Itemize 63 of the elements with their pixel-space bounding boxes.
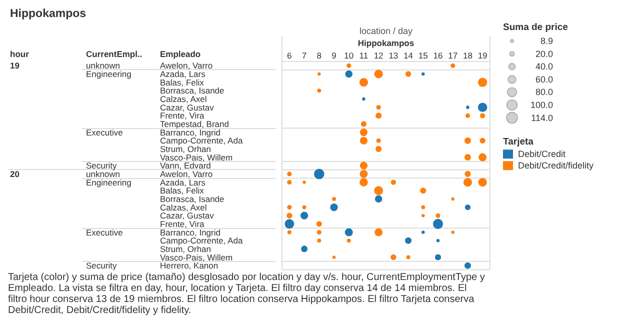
y-tick-label: Balas, Felix: [160, 186, 205, 196]
category-label: 19: [10, 60, 20, 71]
category-label: 20: [10, 168, 20, 179]
y-tick-label: Tempestad, Brand: [160, 118, 230, 129]
legend-label: 40.0: [535, 62, 553, 72]
x-tick-label: 19: [478, 50, 488, 60]
x-tick-label: 14: [404, 50, 414, 60]
legend-label: 8.9: [540, 36, 553, 46]
legend-title: Tarjeta: [503, 136, 534, 148]
legend-label: 80.0: [535, 87, 553, 98]
y-tick-label: Borrasca, Isande: [160, 194, 225, 204]
x-tick-label: 6: [287, 50, 292, 60]
x-tick-label: 7: [302, 50, 307, 60]
text: Tarjeta (color) y suma de price (tamaño) desglosado por location y day v/s. hour, CurrentEmploymentType y Empleado. La vista se filtra en day, hour, location y Tarjeta. El filtro day conserva 14 de 14 miembros. El filtro hour conserva 13 de 19 miembros. El filtro location conserva Hippokampos. El filtro Tarjeta conserva Debit/Credit, Debit/Credit/fidelity y fidelity.: [8, 272, 486, 316]
legend-label: 114.0: [531, 112, 553, 123]
y-tick-label: Frente, Vira: [160, 110, 205, 121]
legend-label: 20.0: [535, 48, 553, 59]
y2-tick-label: unknown: [86, 60, 120, 71]
y-tick-label: Strum, Orhan: [160, 144, 212, 154]
x-tick-label: 16: [433, 50, 443, 60]
y-tick-label: Azada, Lars: [160, 68, 206, 79]
x-tick-label: 13: [388, 50, 398, 60]
y-tick-label: Strum, Orhan: [160, 244, 212, 254]
y-tick-label: Calzas, Axel: [160, 94, 207, 104]
text: Suma de price: [503, 22, 568, 33]
x-axis-title: location / day: [359, 26, 414, 36]
text: Hippokampos: [358, 38, 414, 48]
x-tick-label: 12: [374, 50, 384, 60]
legend-label: 100.0: [530, 100, 553, 110]
y2-tick-label: Executive: [86, 227, 124, 238]
legend-label: 60.0: [535, 74, 553, 84]
y2-tick-label: Engineering: [86, 177, 132, 188]
y-tick-label: Balas, Felix: [160, 77, 205, 88]
y-axis-title: Empleado: [160, 49, 201, 59]
legend-label: Debit/Credit: [518, 149, 566, 160]
text: CurrentEmpl..: [86, 49, 142, 59]
y-tick-label: Vasco-Pais, Willem: [160, 252, 233, 262]
y2-tick-label: unknown: [86, 168, 120, 179]
x-tick-label: 9: [332, 50, 337, 60]
y-tick-label: Borrasca, Isande: [160, 86, 225, 96]
x-tick-label: 11: [359, 50, 368, 60]
y-tick-label: Barranco, Ingrid: [160, 227, 221, 238]
y-tick-label: Azada, Lars: [160, 177, 206, 188]
y-tick-label: Awelon, Varro: [160, 60, 213, 71]
y-tick-label: Vann, Edvard: [160, 160, 212, 171]
y2-tick-label: Security: [86, 160, 118, 171]
y-tick-label: Herrero, Kanon: [160, 260, 218, 271]
y2-tick-label: Engineering: [86, 68, 132, 79]
y2-tick-label: Executive: [86, 127, 124, 138]
x-tick-label: 17: [448, 50, 458, 60]
x-tick-label: 10: [344, 50, 354, 60]
y-tick-label: Cazar, Gustav: [160, 210, 215, 221]
x-tick-label: 8: [316, 50, 322, 60]
legend-label: Debit/Credit/fidelity: [518, 160, 594, 171]
x-tick-label: 15: [418, 50, 428, 60]
y-tick-label: Awelon, Varro: [160, 168, 213, 179]
y-tick-label: Vasco-Pais, Willem: [160, 152, 233, 162]
y-tick-label: Frente, Vira: [160, 218, 205, 229]
y-tick-label: Cazar, Gustav: [160, 102, 215, 112]
y-tick-label: Calzas, Axel: [160, 202, 207, 212]
text: Hippokampos: [10, 8, 86, 20]
text: hour: [10, 49, 30, 59]
x-tick-label: 18: [462, 50, 473, 60]
